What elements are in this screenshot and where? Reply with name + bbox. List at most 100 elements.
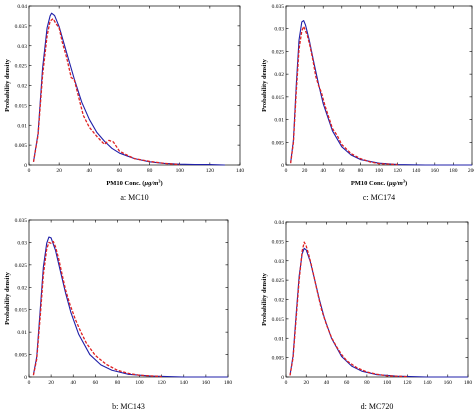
x-tick-label: 140 [236, 168, 245, 174]
x-tick-label: 180 [224, 380, 233, 386]
y-tick-label: 0.015 [272, 95, 285, 101]
y-axis-label: Probability density [261, 272, 268, 326]
x-tick-label: 60 [93, 380, 99, 386]
y-tick-label: 0.01 [274, 336, 284, 342]
x-tick-label: 120 [206, 168, 215, 174]
plot-frame [28, 219, 229, 378]
y-tick-label: 0.005 [272, 356, 285, 362]
x-tick-label: 140 [423, 380, 432, 386]
chart-panel-2: 0 20 40 60 80 100 120 140 160 180 200 0 0.005 0.01 0.0… [261, 4, 474, 202]
y-tick-label: 0.02 [17, 84, 27, 90]
y-tick-label: 0.015 [272, 317, 285, 323]
y-tick-label: 0.035 [272, 4, 285, 10]
y-axis-label: Probability density [261, 58, 268, 112]
series-empirical-line [290, 25, 398, 166]
x-tick-label: 140 [412, 168, 421, 174]
chart-panel-1: 0 20 40 60 80 100 120 140 0 0.005 0.01 0.015 0.02 0.0… [4, 4, 244, 202]
y-tick-label: 0.01 [17, 123, 27, 129]
x-tick-label: 180 [449, 168, 458, 174]
y-tick-label: 0.03 [17, 240, 27, 246]
y-tick-label: 0 [24, 375, 27, 381]
series-fit-line [32, 12, 225, 166]
y-tick-label: 0.005 [15, 353, 28, 359]
x-axis-label: PM10 Conc. (µg/m3) [106, 179, 162, 188]
y-tick-label: 0.035 [272, 239, 285, 245]
x-tick-label: 80 [358, 168, 364, 174]
y-axis-label: Probability density [4, 271, 11, 325]
x-tick-label: 20 [302, 168, 308, 174]
panel-caption: d: MC720 [361, 402, 394, 411]
chart-panel-4: 0 20 40 60 80 100 120 140 160 180 0 0.005 0.01 0.015 0… [261, 220, 472, 411]
x-tick-label: 140 [180, 380, 189, 386]
y-tick-label: 0.02 [274, 298, 284, 304]
x-tick-label: 40 [320, 168, 326, 174]
plot-frame [285, 5, 473, 166]
y-tick-label: 0.01 [17, 330, 27, 336]
x-tick-label: 20 [48, 380, 54, 386]
series-empirical-line [32, 18, 180, 166]
chart-panel-3: 0 20 40 60 80 100 120 140 160 180 0 0.005 0.01 0.015 0… [4, 218, 232, 411]
x-tick-label: 120 [403, 380, 412, 386]
x-tick-label: 160 [202, 380, 211, 386]
series-fit-line [290, 19, 472, 166]
y-tick-label: 0.03 [274, 259, 284, 265]
x-tick-label: 100 [176, 168, 185, 174]
x-tick-label: 120 [158, 380, 167, 386]
x-tick-label: 40 [87, 168, 93, 174]
series-fit-line [32, 236, 228, 378]
x-tick-label: 40 [324, 380, 330, 386]
panel-caption: b: MC143 [112, 402, 145, 411]
x-tick-label: 60 [344, 380, 350, 386]
x-tick-label: 80 [115, 380, 121, 386]
x-tick-label: 80 [147, 168, 153, 174]
y-tick-label: 0 [281, 163, 284, 169]
x-tick-label: 200 [468, 168, 474, 174]
y-tick-label: 0.015 [15, 103, 28, 109]
x-tick-label: 0 [28, 380, 31, 386]
x-tick-label: 160 [431, 168, 440, 174]
y-tick-label: 0.035 [15, 24, 28, 30]
plot-frame [28, 5, 241, 166]
x-tick-label: 20 [56, 168, 62, 174]
y-tick-label: 0.025 [272, 278, 285, 284]
y-tick-label: 0 [281, 375, 284, 381]
x-tick-label: 60 [117, 168, 123, 174]
y-tick-label: 0.035 [15, 218, 28, 224]
x-axis-label: PM10 Conc. (µg/m3) [351, 179, 407, 188]
y-tick-label: 0.03 [274, 27, 284, 33]
x-tick-label: 100 [383, 380, 392, 386]
x-tick-label: 0 [28, 168, 31, 174]
y-tick-label: 0 [24, 163, 27, 169]
plot-frame [285, 221, 469, 378]
x-tick-label: 100 [375, 168, 384, 174]
series-empirical-line [289, 241, 408, 378]
y-axis-label: Probability density [4, 58, 11, 112]
x-tick-label: 0 [285, 168, 288, 174]
y-tick-label: 0.025 [15, 263, 28, 269]
y-tick-label: 0.025 [272, 49, 285, 55]
panel-caption: a: MC10 [120, 193, 148, 202]
x-tick-label: 120 [393, 168, 402, 174]
y-tick-label: 0.005 [272, 140, 285, 146]
x-tick-label: 100 [135, 380, 144, 386]
series-empirical-line [32, 240, 162, 378]
y-tick-label: 0.02 [17, 285, 27, 291]
x-tick-label: 180 [464, 380, 473, 386]
y-tick-label: 0.04 [17, 4, 27, 10]
panel-caption: c: MC174 [363, 193, 395, 202]
y-tick-label: 0.015 [15, 308, 28, 314]
y-tick-label: 0.005 [15, 143, 28, 149]
x-tick-label: 0 [285, 380, 288, 386]
x-tick-label: 60 [339, 168, 345, 174]
series-fit-line [289, 247, 468, 378]
x-tick-label: 160 [444, 380, 453, 386]
y-tick-label: 0.03 [17, 44, 27, 50]
x-tick-label: 40 [70, 380, 76, 386]
x-tick-label: 80 [364, 380, 370, 386]
y-tick-label: 0.02 [274, 72, 284, 78]
y-tick-label: 0.025 [15, 64, 28, 70]
y-tick-label: 0.04 [274, 220, 284, 226]
y-tick-label: 0.01 [274, 118, 284, 124]
x-tick-label: 20 [303, 380, 309, 386]
